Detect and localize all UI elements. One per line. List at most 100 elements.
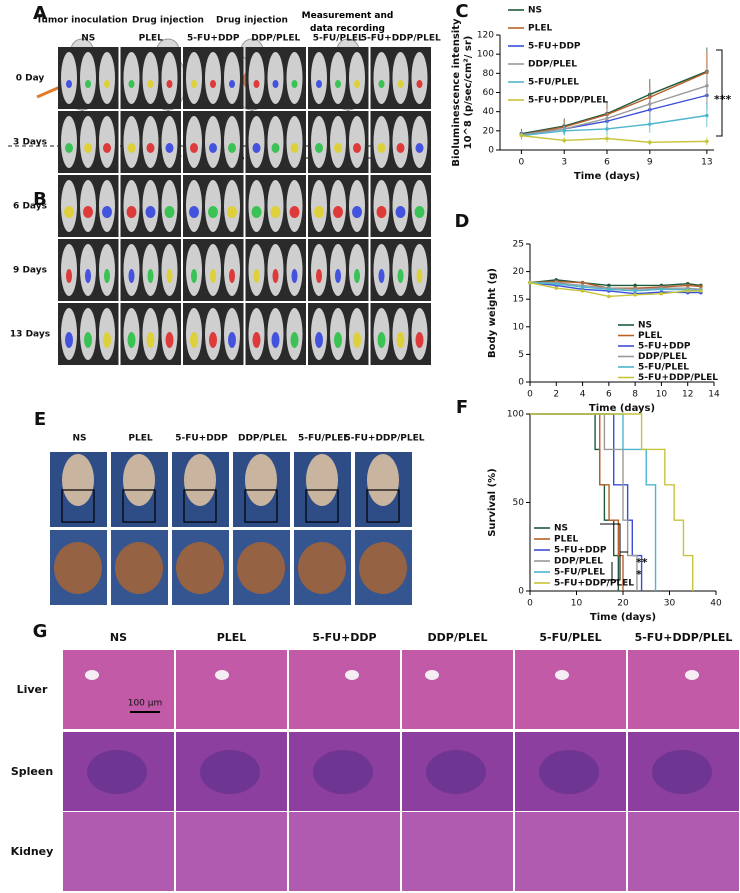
group-label: 5-FU/PLEL [539,631,601,644]
y-tick-label: 0 [518,378,524,388]
y-axis-title: Bioluminescence intensity [451,18,462,167]
x-tick-label: 14 [708,390,720,400]
mouse [373,52,390,104]
series-line [521,114,707,137]
histology-photo [515,650,626,729]
group-label: 5-FU+DDP [312,631,376,644]
signal [190,332,198,348]
x-tick-label: 12 [682,390,693,400]
signal [145,206,156,218]
timeline-event: Tumor inoculation [36,16,127,26]
legend-label: 5-FU+DDP [638,342,691,352]
mouse [161,52,178,104]
data-point [659,287,664,292]
series-line [529,279,701,287]
roi-box [61,489,95,523]
y-tick-label: 10 [513,322,525,332]
signal [127,332,136,348]
signal [353,332,361,348]
data-point [607,287,611,292]
mouse [373,116,390,168]
group-label: PLEL [139,34,163,44]
histology-photo [176,812,287,891]
signal [64,206,74,218]
follicle [426,750,486,794]
legend-label: NS [554,524,568,534]
mouse [99,116,115,168]
day-label: 3 Days [13,138,47,148]
data-point [633,283,637,288]
data-point [554,286,559,290]
mouse [186,116,202,168]
legend-label: PLEL [638,331,662,341]
mouse [248,52,265,104]
signal [377,332,386,348]
signal [271,332,280,348]
legend-label: 5-FU+DDP/PLEL [638,373,718,383]
signal [414,206,425,218]
signal [128,269,135,283]
timeline-event: Drug injection [216,16,288,26]
series-line [521,134,707,144]
signal [291,269,298,283]
signal [146,143,155,153]
signal [315,332,323,348]
data-point [562,138,566,143]
signal [228,332,236,348]
mouse [224,52,240,104]
signal [252,143,261,153]
group-label: 5-FU/PLEL [313,34,364,44]
series-line [529,281,701,298]
group-label: NS [81,34,95,44]
x-tick-label: 30 [664,599,676,609]
y-tick-label: 0 [488,146,494,156]
mouse [61,116,77,168]
signal [229,80,235,88]
histology-photo [628,812,739,891]
y-tick-label: 100 [477,50,494,60]
y-tick-label: 20 [513,267,525,277]
histology-photo [63,650,174,729]
y-tick-label: 50 [513,498,525,508]
signal [104,269,110,283]
signal [147,80,154,88]
organs [115,542,163,594]
survival-curve [530,413,638,591]
mouse [62,454,94,506]
x-tick-label: 40 [710,599,722,609]
signal [209,332,217,348]
x-tick-label: 0 [527,390,533,400]
signal [208,206,218,218]
panel-letter: D [455,211,470,232]
data-point [699,284,703,289]
signal [84,332,92,348]
y-tick-label: 40 [483,107,495,117]
signal [164,206,175,218]
data-point [519,133,524,138]
signal [334,332,342,348]
legend-label: PLEL [528,24,552,34]
mouse [224,116,240,168]
survival-curve [530,413,694,591]
legend-label: 5-FU/PLEL [528,78,579,88]
signal [191,269,197,283]
mouse [80,116,96,168]
group-label: 5-FU+DDP [187,34,240,44]
group-label: 5-FU+DDP [175,434,228,444]
signal [315,143,323,153]
signal [147,269,154,283]
panel-letter: G [33,621,48,642]
mouse [205,116,221,168]
signal [65,332,73,348]
mouse [186,52,202,104]
significance: *** [714,93,732,106]
signal [83,206,93,218]
timeline-event: Drug injection [132,16,204,26]
signal [353,143,361,153]
survival-curve [530,413,624,591]
x-tick-label: 20 [617,599,629,609]
x-tick-label: 6 [606,390,612,400]
signal [316,269,322,283]
signal [335,269,341,283]
